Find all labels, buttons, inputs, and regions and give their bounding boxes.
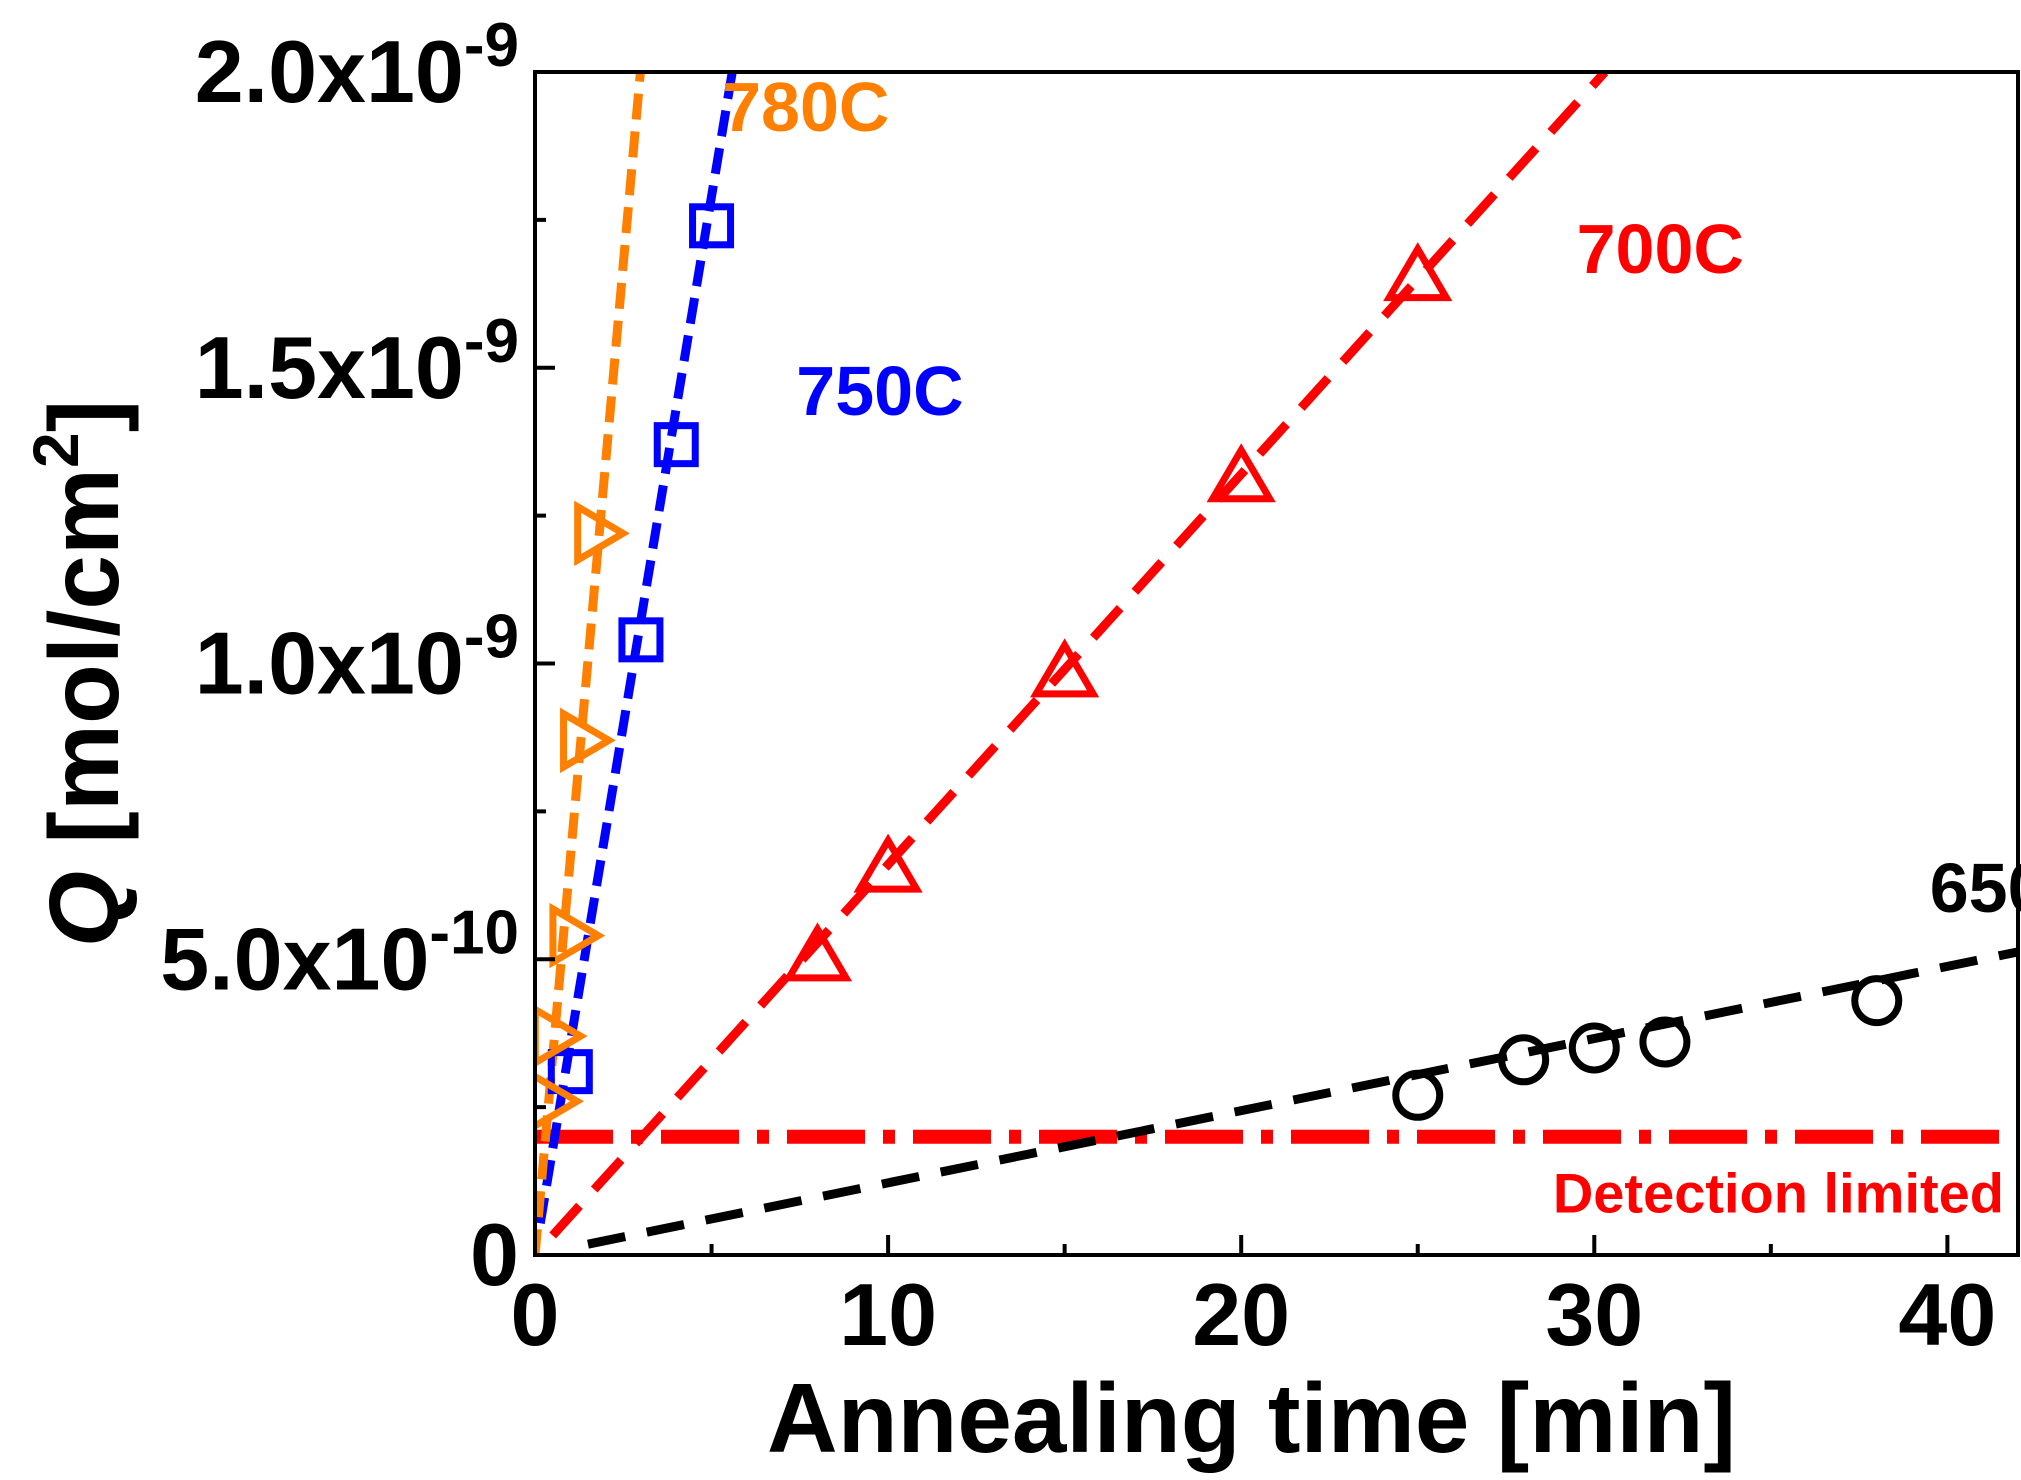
y-axis-title-sup: 2 [20,432,92,468]
data-point [1639,1016,1691,1068]
fit-line-650c [587,947,2018,1249]
plot-frame [533,70,2020,1257]
x-tick-label: 20 [1192,1265,1290,1364]
x-tick-label: 0 [511,1265,560,1364]
fit-line-780c [535,72,645,1255]
x-tick-label: 40 [1898,1265,1996,1364]
data-point [782,922,853,982]
fit-line-750c [535,72,737,1224]
y-axis-title-symbol: Q [29,871,139,947]
y-tick-exponent: -9 [464,603,519,672]
data-point [1851,975,1903,1027]
x-tick-label: 10 [839,1265,937,1364]
y-tick-mantissa: 1.5x10 [195,318,464,417]
y-tick-mantissa: 1.0x10 [195,614,464,713]
x-tick-label: 30 [1545,1265,1643,1364]
series-label-650c: 650C [1930,849,2021,927]
series-label-750c: 750C [796,352,963,430]
data-point [547,1049,593,1095]
y-tick-label: 1.5x10-9 [195,307,519,417]
y-tick-mantissa: 5.0x10 [160,909,429,1008]
data-point [1498,1034,1550,1086]
y-tick-exponent: -9 [464,307,519,376]
data-point [1206,443,1276,503]
detection-limited-label: Detection limited [1553,1162,2004,1225]
y-axis-title: Q [mol/cm2] [20,400,139,947]
y-tick-exponent: -9 [464,11,519,80]
y-axis-title-unit: [mol/cm [29,468,139,871]
series-700c [782,242,1453,982]
y-tick-exponent: -10 [429,898,519,967]
y-axis-title-close: ] [29,400,139,433]
data-point [549,902,606,969]
data-point [853,833,923,893]
data-point [1568,1022,1620,1074]
data-point [1383,242,1453,302]
y-tick-label: 0 [470,1205,519,1304]
data-point [1030,638,1100,698]
y-tick-label: 1.0x10-9 [195,603,519,713]
y-tick-label: 2.0x10-9 [195,11,519,121]
data-point [689,203,735,249]
series-label-700c: 700C [1577,210,1744,288]
data-point [574,500,630,567]
data-point [618,617,664,663]
x-axis-title: Annealing time [min] [767,1363,1736,1473]
y-tick-label: 5.0x10-10 [160,898,519,1008]
series-label-780c: 780C [722,68,889,146]
data-point [1392,1069,1444,1121]
data-point [653,422,699,468]
data-point [535,1072,585,1130]
y-tick-mantissa: 0 [470,1205,519,1304]
series-750c [547,203,735,1095]
y-tick-mantissa: 2.0x10 [195,22,464,121]
series-650c [1392,975,1903,1121]
data-point [560,707,616,774]
